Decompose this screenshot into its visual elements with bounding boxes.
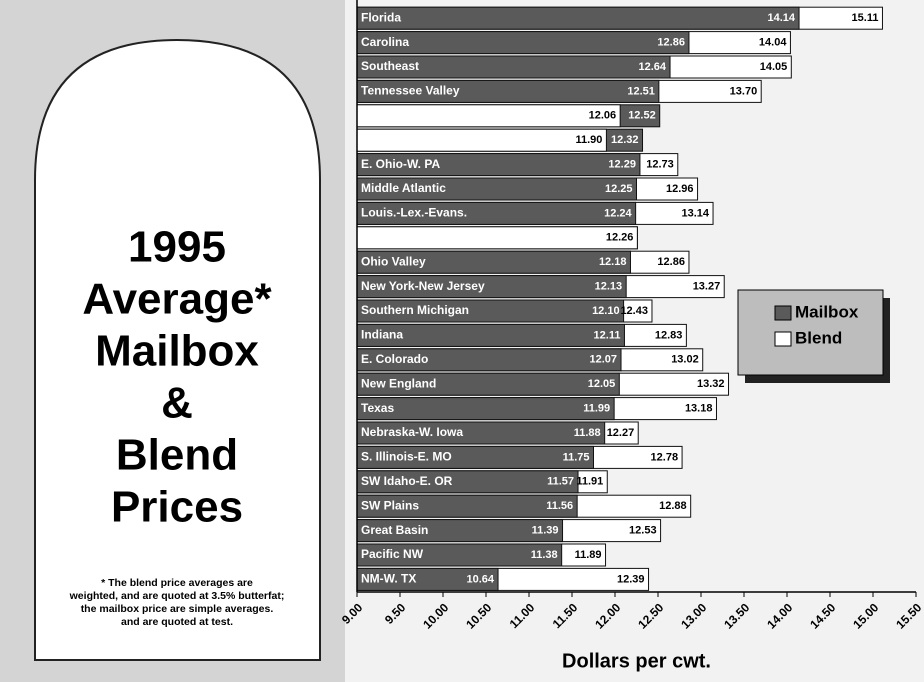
value-label: 12.29	[608, 159, 636, 171]
value-label: 12.13	[595, 281, 623, 293]
row-label: New England	[361, 376, 436, 390]
title-line: Prices	[111, 483, 243, 532]
title-line: Blend	[116, 431, 238, 480]
value-label: 11.57	[547, 476, 574, 488]
chart: 1995Average*Mailbox&BlendPrices* The ble…	[0, 0, 924, 682]
value-label: 14.04	[759, 37, 787, 49]
value-label: 12.64	[639, 61, 667, 73]
value-label: 11.75	[563, 451, 590, 463]
value-label: 12.18	[599, 256, 627, 268]
value-label: 12.83	[655, 329, 683, 341]
row-label: SW Plains	[361, 498, 419, 512]
value-label: 11.88	[574, 427, 601, 439]
value-label: 11.91	[576, 476, 603, 488]
legend-swatch	[775, 306, 791, 320]
title-line: Average*	[82, 275, 272, 324]
title-line: 1995	[128, 223, 226, 272]
value-label: 12.86	[657, 37, 685, 49]
footnote-line: * The blend price averages are	[101, 577, 253, 589]
mailbox-bar	[357, 398, 614, 420]
value-label: 12.07	[589, 354, 617, 366]
row-label: Tennessee Valley	[361, 84, 460, 98]
row-label: Iowa	[361, 230, 388, 244]
row-label: SW Idaho-E. OR	[361, 474, 453, 488]
value-label: 11.99	[583, 403, 610, 415]
row-label: Texas	[361, 401, 394, 415]
row-label: Ohio Valley	[361, 254, 426, 268]
value-label: 12.43	[620, 305, 648, 317]
row-label: E. Colorado	[361, 352, 428, 366]
row-label: S. Illinois-E. MO	[361, 450, 452, 464]
row-label: NM-W. TX	[361, 572, 416, 586]
value-label: 11.38	[531, 549, 558, 561]
row-label: Indiana	[361, 328, 403, 342]
value-label: 12.96	[666, 183, 694, 195]
value-label: 12.24	[604, 207, 632, 219]
value-label: 11.39	[532, 525, 559, 537]
mailbox-bar	[357, 7, 799, 29]
value-label: 13.27	[693, 281, 721, 293]
blend-bar	[357, 227, 637, 249]
row-label: Pacific NW	[361, 547, 424, 561]
value-label: 12.26	[606, 232, 634, 244]
row-label: Upper Midwest	[361, 132, 446, 146]
value-label: 14.14	[768, 12, 796, 24]
value-label: 14.05	[760, 61, 788, 73]
row-label: Louis.-Lex.-Evans.	[361, 206, 467, 220]
value-label: 11.56	[546, 500, 573, 512]
value-label: 12.25	[605, 183, 633, 195]
value-label: 12.39	[617, 573, 645, 585]
value-label: 13.70	[730, 85, 758, 97]
value-label: 10.64	[467, 573, 495, 585]
legend-label: Blend	[795, 328, 842, 347]
footnote-line: and are quoted at test.	[121, 616, 233, 628]
row-label: Chicago Regional	[361, 108, 462, 122]
value-label: 11.90	[575, 134, 602, 146]
value-label: 12.06	[589, 110, 617, 122]
value-label: 12.78	[651, 451, 679, 463]
row-label: Southern Michigan	[361, 303, 469, 317]
value-label: 12.10	[592, 305, 620, 317]
footnote-line: the mailbox price are simple averages.	[81, 603, 274, 615]
row-label: E. Ohio-W. PA	[361, 157, 440, 171]
row-label: Great Basin	[361, 523, 428, 537]
row-label: Middle Atlantic	[361, 181, 446, 195]
footnote-line: weighted, and are quoted at 3.5% butterf…	[69, 590, 285, 602]
row-label: Carolina	[361, 35, 409, 49]
row-label: Nebraska-W. Iowa	[361, 425, 463, 439]
value-label: 13.02	[671, 354, 699, 366]
value-label: 12.86	[657, 256, 685, 268]
title-line: Mailbox	[95, 327, 259, 376]
value-label: 15.11	[852, 12, 879, 24]
value-label: 12.05	[588, 378, 616, 390]
row-label: Florida	[361, 10, 401, 24]
title-line: &	[161, 379, 193, 428]
value-label: 12.11	[594, 329, 621, 341]
value-label: 12.88	[659, 500, 687, 512]
value-label: 11.89	[575, 549, 602, 561]
value-label: 12.32	[611, 134, 639, 146]
row-label: New York-New Jersey	[361, 279, 485, 293]
value-label: 12.53	[629, 525, 657, 537]
legend-label: Mailbox	[795, 302, 859, 321]
row-label: Southeast	[361, 59, 419, 73]
value-label: 12.73	[646, 159, 674, 171]
x-axis-title: Dollars per cwt.	[562, 650, 711, 672]
value-label: 13.18	[685, 403, 713, 415]
legend-swatch	[775, 332, 791, 346]
value-label: 12.51	[627, 85, 655, 97]
value-label: 12.52	[628, 110, 656, 122]
value-label: 12.27	[607, 427, 635, 439]
value-label: 13.14	[682, 207, 710, 219]
value-label: 13.32	[697, 378, 725, 390]
